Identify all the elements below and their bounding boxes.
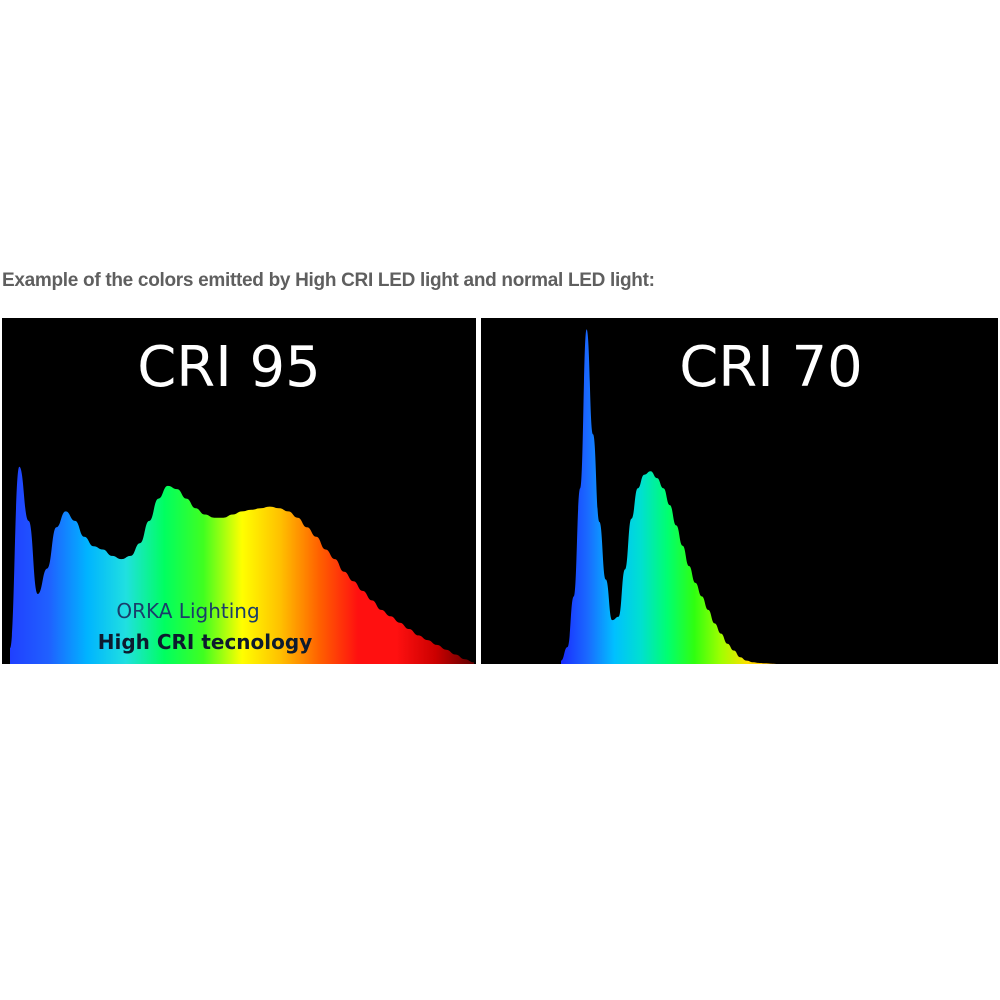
- chart-title-cri-70: CRI 70: [679, 335, 863, 400]
- annotation-tagline: High CRI tecnology: [98, 630, 313, 654]
- spectrum-panel-cri-70: CRI 70: [481, 318, 998, 664]
- caption: Example of the colors emitted by High CR…: [2, 270, 655, 291]
- spectrum-panel-cri-95: CRI 95 ORKA Lighting High CRI tecnology: [2, 318, 476, 664]
- spectrum-area-cri-95: [10, 466, 474, 664]
- spectrum-chart-cri-70: CRI 70: [561, 329, 881, 664]
- chart-title-cri-95: CRI 95: [137, 335, 321, 400]
- spectrum-area-cri-70: [561, 329, 881, 664]
- annotation-brand: ORKA Lighting: [116, 599, 259, 623]
- spectrum-chart-cri-95: CRI 95 ORKA Lighting High CRI tecnology: [10, 335, 474, 664]
